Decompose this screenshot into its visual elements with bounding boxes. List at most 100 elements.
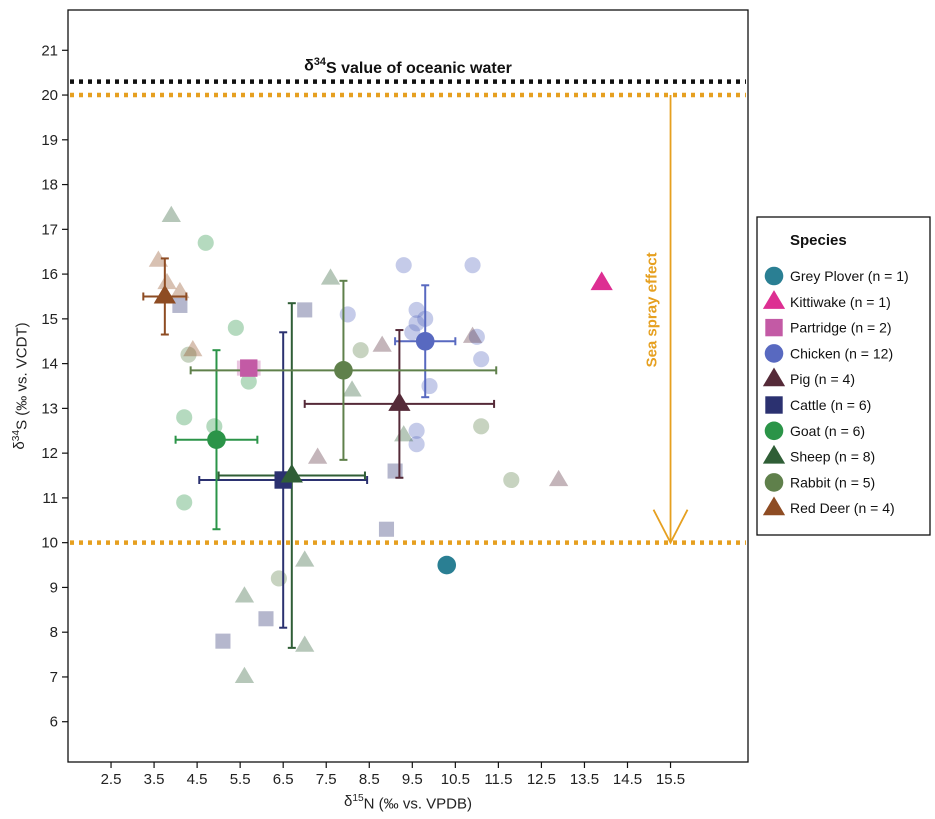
point-kittiwake [590, 271, 613, 291]
point-sheep [234, 586, 255, 603]
point-chicken [408, 301, 425, 318]
legend-label-pig: Pig (n = 4) [790, 371, 855, 387]
point-red-deer [183, 340, 203, 357]
mean-red-deer [153, 284, 176, 304]
legend-key-pig [762, 367, 786, 387]
legend-label-partridge: Partridge (n = 2) [790, 320, 892, 336]
point-pig [548, 469, 569, 487]
mean-sheep [280, 463, 303, 483]
legend-key-sheep [762, 444, 786, 464]
reference-lines: δ34S value of oceanic water [70, 56, 746, 545]
y-tick-label: 9 [50, 579, 58, 596]
mean-goat [207, 430, 226, 450]
legend-key-kittiwake [762, 290, 786, 309]
point-chicken [464, 257, 481, 274]
y-tick-label: 11 [42, 490, 58, 507]
y-tick-label: 15 [41, 311, 58, 328]
mean-chicken [415, 331, 435, 351]
point-chicken [395, 257, 412, 274]
legend-key-partridge [765, 318, 783, 337]
point-cattle [215, 633, 231, 649]
x-tick-label: 9.5 [402, 771, 423, 788]
point-chicken [468, 328, 485, 345]
mean-markers [153, 284, 435, 489]
legend-label-chicken: Chicken (n = 12) [790, 345, 893, 361]
y-tick-label: 19 [41, 132, 58, 149]
mean-rabbit [334, 361, 353, 380]
legend-key-grey-plover [764, 266, 784, 286]
x-tick-label: 7.5 [316, 771, 337, 788]
ref-label-oceanic-water: δ34S value of oceanic water [304, 56, 512, 77]
sea-spray-arrowhead [652, 509, 689, 545]
x-tick-label: 2.5 [101, 771, 122, 788]
legend-key-goat [764, 421, 784, 441]
point-grey-plover [437, 555, 457, 575]
x-tick-label: 8.5 [359, 771, 380, 788]
point-goat [206, 418, 223, 435]
y-axis-title: δ34S (‰ vs. VCDT) [11, 322, 31, 449]
legend-key-cattle [765, 396, 783, 414]
y-tick-label: 6 [50, 714, 58, 731]
point-goat [176, 409, 193, 426]
point-cattle [172, 297, 188, 313]
y-tick-label: 12 [41, 445, 58, 462]
y-tick-label: 13 [41, 400, 58, 417]
legend: Species Grey Plover (n = 1) Kittiwake (n =… [756, 216, 931, 536]
point-chicken [421, 377, 438, 395]
legend-label-kittiwake: Kittiwake (n = 1) [790, 294, 891, 310]
x-tick-label: 13.5 [570, 771, 599, 788]
y-tick-label: 10 [41, 535, 58, 552]
y-tick-label: 8 [50, 624, 58, 641]
sea-spray-label: Sea spray effect [644, 252, 661, 367]
point-chicken [408, 422, 425, 439]
point-rabbit [473, 418, 490, 435]
legend-label-rabbit: Rabbit (n = 5) [790, 474, 875, 490]
point-rabbit [270, 570, 287, 587]
legend-label-grey-plover: Grey Plover (n = 1) [790, 268, 909, 284]
point-sheep [295, 635, 315, 652]
mean-pig [388, 392, 411, 411]
point-red-deer [148, 250, 169, 267]
x-axis-title: δ15N (‰ vs. VPDB) [344, 793, 472, 813]
point-cattle [297, 302, 313, 318]
point-sheep [234, 666, 255, 684]
point-goat [176, 494, 193, 511]
point-sheep [295, 550, 315, 567]
x-tick-label: 5.5 [230, 771, 251, 788]
point-chicken [339, 306, 356, 323]
legend-label-sheep: Sheep (n = 8) [790, 449, 875, 465]
point-sheep [342, 380, 362, 397]
y-tick-label: 17 [41, 221, 58, 238]
point-rabbit [180, 346, 197, 363]
point-chicken [473, 351, 490, 368]
legend-label-goat: Goat (n = 6) [790, 423, 865, 439]
x-tick-label: 15.5 [656, 771, 685, 788]
point-pig [307, 447, 328, 464]
point-chicken [408, 315, 425, 332]
x-tick-label: 6.5 [273, 771, 294, 788]
legend-label-cattle: Cattle (n = 6) [790, 397, 871, 413]
point-sheep [161, 205, 181, 222]
legend-key-rabbit [764, 473, 784, 492]
point-chicken [408, 436, 425, 453]
plot-frame [67, 9, 749, 763]
x-tick-label: 4.5 [187, 771, 208, 788]
point-rabbit [503, 471, 520, 489]
mean-partridge [240, 359, 258, 377]
point-sheep [320, 268, 341, 285]
x-tick-label: 3.5 [144, 771, 165, 788]
x-tick-label: 10.5 [441, 771, 470, 788]
legend-key-chicken [764, 344, 784, 363]
point-cattle [378, 521, 395, 537]
point-pig [462, 326, 483, 343]
y-tick-label: 21 [41, 42, 58, 59]
y-tick-label: 16 [41, 266, 58, 283]
legend-box [756, 216, 931, 536]
point-pig [372, 335, 392, 352]
point-chicken [404, 324, 421, 341]
legend-label-red-deer: Red Deer (n = 4) [790, 500, 895, 516]
x-tick-label: 11.5 [484, 771, 512, 788]
y-tick-label: 18 [41, 177, 58, 194]
legend-title: Species [790, 232, 847, 249]
